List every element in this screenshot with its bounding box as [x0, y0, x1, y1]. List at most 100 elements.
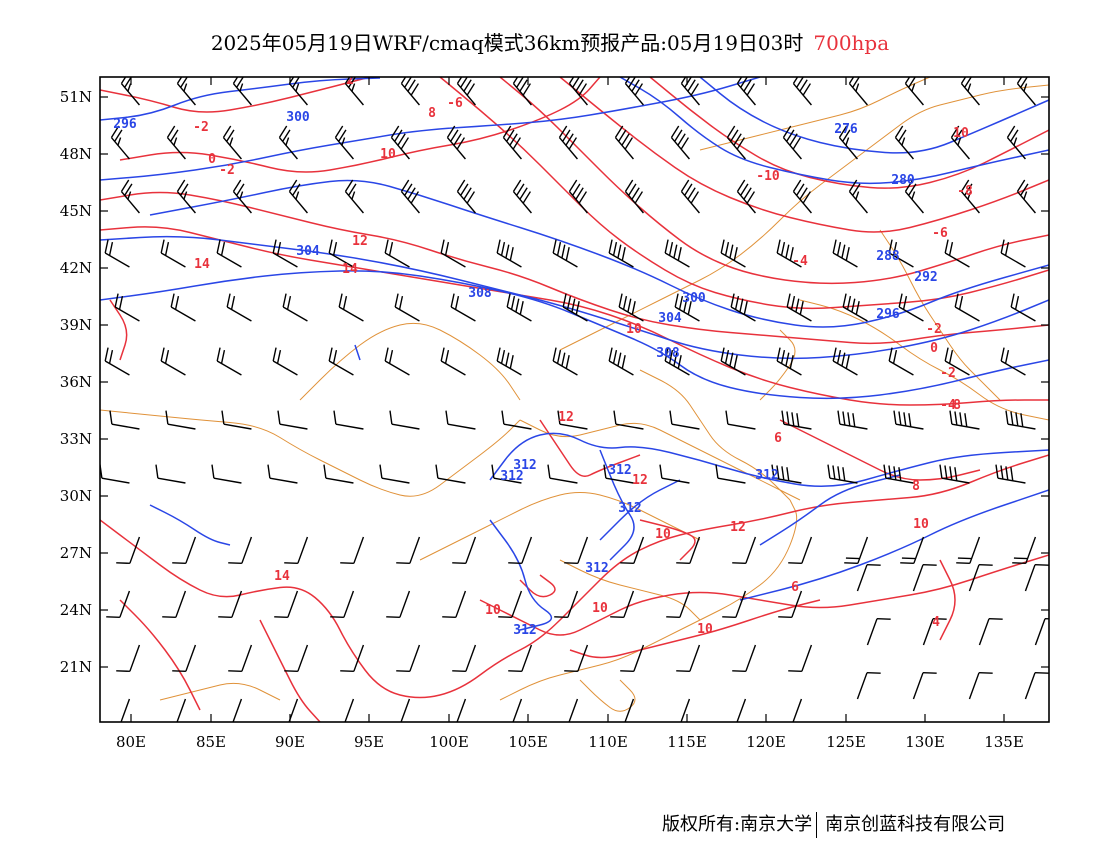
longitude-axis: 80E 85E 90E 95E 100E 105E 110E 115E 120E 125E 130E… [116, 77, 1024, 751]
lat-tick-label: 51N [60, 88, 92, 106]
lat-tick-label: 42N [60, 259, 92, 277]
wind-barb [379, 464, 410, 484]
temperature-contour-label: -2 [193, 120, 209, 135]
wind-barb [116, 536, 141, 565]
boundary-line [879, 229, 1001, 401]
wind-barb [446, 125, 466, 160]
temperature-contour-label: 14 [342, 262, 358, 277]
contour-labels: 296 3003043082802762882922963003043083123… [113, 77, 973, 638]
boundary-line [559, 84, 1049, 351]
temperature-contour-label: 8 [953, 398, 961, 413]
temperature-contour-line [539, 419, 641, 477]
wind-barb [104, 347, 130, 376]
wind-barb [856, 671, 881, 700]
temperature-contour-line [100, 77, 371, 113]
wind-barb [736, 179, 756, 214]
wind-barb [100, 464, 130, 484]
wind-barb [669, 410, 700, 430]
temperature-contour-label: -6 [932, 226, 948, 241]
wind-barb [720, 239, 746, 268]
temperature-contour-line [639, 519, 696, 561]
wind-barb [450, 293, 476, 322]
wind-barb [562, 293, 588, 322]
boundary-line [519, 419, 801, 501]
wind-barb [172, 644, 197, 673]
lon-tick-label: 85E [196, 733, 226, 751]
lat-tick-label: 21N [60, 658, 92, 676]
temperature-contour-label: 0 [930, 341, 938, 356]
wind-barb [340, 536, 365, 565]
lon-tick-label: 80E [116, 733, 146, 751]
wind-barb [664, 239, 690, 268]
wind-barb [900, 536, 925, 565]
wind-barb [221, 410, 252, 430]
plot-frame [99, 76, 1050, 723]
lat-tick-label: 30N [60, 487, 92, 505]
wind-barb [400, 77, 420, 106]
wind-barb [557, 410, 588, 430]
height-contour-label: 296 [113, 117, 137, 132]
wind-barb [106, 590, 131, 619]
map-title: 2025年05月19日WRF/cmaq模式36km预报产品:05月19日03时 7… [0, 27, 1100, 56]
lat-tick-label: 48N [60, 145, 92, 163]
wind-barb [726, 125, 746, 160]
temperature-contour-line [939, 559, 956, 641]
height-contour-label: 312 [585, 561, 608, 576]
copyright-credit: 版权所有:南京大学 南京创蓝科技有限公司 [662, 810, 1005, 838]
wind-barb [120, 179, 140, 214]
wind-barb [1006, 125, 1026, 160]
wind-barb [715, 464, 746, 484]
wind-barb [786, 293, 812, 322]
boundary-line [579, 679, 636, 712]
wind-barb [614, 125, 634, 160]
wind-barb [155, 464, 186, 484]
temperature-contour-line [100, 226, 1049, 406]
boundary-line [699, 77, 931, 151]
wind-barb [912, 563, 937, 592]
wind-barb [1024, 671, 1049, 700]
wind-barb [334, 125, 354, 160]
temperature-contour-line [259, 619, 321, 722]
lon-tick-label: 120E [746, 733, 786, 751]
wind-barb [568, 179, 588, 214]
wind-barb [328, 239, 354, 268]
wind-barb [944, 347, 970, 376]
wind-barb [512, 179, 532, 214]
wind-barb [445, 410, 476, 430]
height-contour-label: 288 [876, 249, 900, 264]
latitude-axis: 51N 48N 45N 42N 39N 36N 33N 30N 27N 24N 21N [60, 88, 1049, 676]
wind-barb [568, 698, 579, 722]
temperature-contour-label: -2 [219, 163, 235, 178]
wind-barb [664, 347, 690, 376]
wind-barb [620, 644, 645, 673]
wind-barb [792, 698, 803, 722]
height-contour-label: 308 [656, 346, 680, 361]
wind-barb [613, 410, 644, 430]
boundary-line [499, 499, 798, 701]
wind-barb [170, 293, 196, 322]
wind-barb [788, 536, 813, 565]
temperature-contour-line [519, 574, 556, 598]
temperature-contour-line [439, 77, 1049, 310]
wind-barb [176, 179, 196, 214]
wind-barb [284, 536, 309, 565]
wind-barb [781, 410, 812, 430]
temperature-contour-label: 10 [380, 147, 396, 162]
lon-tick-label: 135E [984, 733, 1024, 751]
lon-tick-label: 105E [508, 733, 548, 751]
height-contours [100, 77, 1049, 631]
wind-barb [720, 347, 746, 376]
temperature-contour-label: 12 [632, 473, 648, 488]
wind-barb [659, 464, 690, 484]
wind-barb [110, 125, 130, 160]
wind-barb [676, 536, 701, 565]
wind-barbs [100, 77, 1049, 722]
temperature-contour-label: 10 [655, 527, 671, 542]
temperature-contour-label: 12 [558, 410, 574, 425]
temperature-contour-line [779, 419, 981, 481]
boundary-line [419, 492, 701, 561]
wind-barb [222, 125, 242, 160]
height-contour-line [100, 77, 761, 181]
wind-barb [1012, 536, 1037, 565]
lon-tick-label: 115E [667, 733, 707, 751]
